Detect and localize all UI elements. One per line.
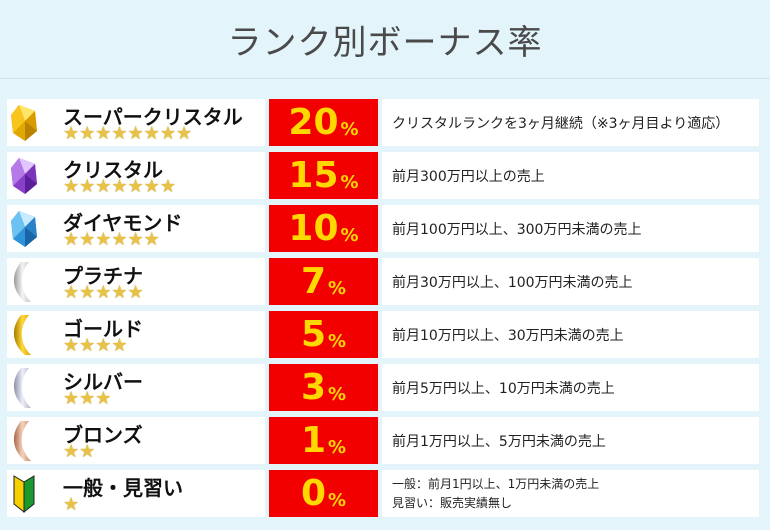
bonus-percent-cell: 0%	[269, 470, 378, 517]
rank-name-cell: 一般・見習い ★	[7, 470, 265, 517]
bronze-ribbon-icon	[13, 421, 31, 461]
percent-unit: %	[328, 384, 347, 405]
rank-row-gold: ゴールド ★★★★ 5% 前月10万円以上、30万円未満の売上	[7, 311, 759, 358]
rank-condition-cell: 前月300万円以上の売上	[382, 152, 759, 199]
rank-condition: 前月10万円以上、30万円未満の売上	[392, 327, 624, 344]
bonus-percent-cell: 3%	[269, 364, 378, 411]
percent-unit: %	[340, 119, 359, 140]
percent-unit: %	[328, 490, 347, 511]
rank-row-diamond: ダイヤモンド ★★★★★★ 10% 前月100万円以上、300万円未満の売上	[7, 205, 759, 252]
rank-condition-cell: 前月30万円以上、100万円未満の売上	[382, 258, 759, 305]
rank-name-cell: プラチナ ★★★★★	[7, 258, 265, 305]
rank-row-super-crystal: スーパークリスタル ★★★★★★★★ 20% クリスタルランクを3ヶ月継続（※3…	[7, 99, 759, 146]
gold-ribbon-icon	[13, 315, 31, 355]
rank-stars: ★★★★★★★	[63, 176, 176, 197]
rank-name-cell: ゴールド ★★★★	[7, 311, 265, 358]
rank-condition-cell: 前月1万円以上、5万円未満の売上	[382, 417, 759, 464]
rank-name-cell: シルバー ★★★	[7, 364, 265, 411]
platinum-ribbon-icon	[13, 262, 31, 302]
rank-name: ダイヤモンド	[63, 211, 183, 235]
rank-condition-cell: 前月100万円以上、300万円未満の売上	[382, 205, 759, 252]
rank-row-general: 一般・見習い ★ 0% 一般：前月1円以上、1万円未満の売上 見習い：販売実績無…	[7, 470, 759, 517]
bonus-percent-cell: 10%	[269, 205, 378, 252]
silver-ribbon-icon	[13, 368, 31, 408]
bonus-percent: 10	[288, 207, 339, 249]
rank-stars: ★★★★★★★★	[63, 123, 193, 144]
rank-stars: ★★★★★★	[63, 229, 160, 250]
rank-condition-line: 見習い：販売実績無し	[392, 495, 513, 510]
percent-unit: %	[328, 278, 347, 299]
bonus-percent: 15	[288, 154, 339, 196]
rank-stars: ★★★★★	[63, 282, 144, 303]
rank-condition-cell: 一般：前月1円以上、1万円未満の売上 見習い：販売実績無し	[382, 470, 759, 517]
rank-stars: ★	[63, 494, 80, 515]
rank-name: プラチナ	[63, 264, 143, 288]
bonus-percent: 20	[288, 101, 339, 143]
bonus-percent-cell: 5%	[269, 311, 378, 358]
diamond-gem-icon	[11, 211, 37, 247]
percent-unit: %	[328, 437, 347, 458]
rank-condition: 前月100万円以上、300万円未満の売上	[392, 221, 642, 238]
beginner-mark-icon	[13, 475, 35, 514]
rank-stars: ★★★	[63, 388, 112, 409]
rank-stars: ★★★★	[63, 335, 128, 356]
rank-name: クリスタル	[63, 158, 163, 182]
rank-condition: 前月30万円以上、100万円未満の売上	[392, 274, 633, 291]
rank-condition: 前月5万円以上、10万円未満の売上	[392, 380, 615, 397]
bonus-percent: 1	[300, 419, 326, 461]
percent-unit: %	[340, 225, 359, 246]
bonus-percent: 5	[300, 313, 326, 355]
percent-unit: %	[340, 172, 359, 193]
rank-name-cell: ダイヤモンド ★★★★★★	[7, 205, 265, 252]
rank-name: ブロンズ	[63, 423, 143, 447]
rank-row-bronze: ブロンズ ★★ 1% 前月1万円以上、5万円未満の売上	[7, 417, 759, 464]
bonus-percent: 7	[300, 260, 326, 302]
bonus-percent-cell: 15%	[269, 152, 378, 199]
rank-row-silver: シルバー ★★★ 3% 前月5万円以上、10万円未満の売上	[7, 364, 759, 411]
bonus-percent-cell: 20%	[269, 99, 378, 146]
rank-condition-line: 一般：前月1円以上、1万円未満の売上	[392, 476, 600, 491]
rank-condition-cell: クリスタルランクを3ヶ月継続（※3ヶ月目より適応）	[382, 99, 759, 146]
rank-condition: クリスタルランクを3ヶ月継続（※3ヶ月目より適応）	[392, 115, 730, 132]
rank-table: スーパークリスタル ★★★★★★★★ 20% クリスタルランクを3ヶ月継続（※3…	[7, 99, 759, 523]
bonus-percent: 3	[300, 366, 326, 408]
super-crystal-gem-icon	[11, 105, 37, 141]
rank-condition: 前月300万円以上の売上	[392, 168, 545, 185]
bonus-percent-cell: 7%	[269, 258, 378, 305]
rank-name: ゴールド	[63, 317, 143, 341]
rank-condition: 前月1万円以上、5万円未満の売上	[392, 433, 606, 450]
rank-name-cell: ブロンズ ★★	[7, 417, 265, 464]
rank-name-cell: スーパークリスタル ★★★★★★★★	[7, 99, 265, 146]
bonus-percent: 0	[300, 472, 326, 514]
rank-name: シルバー	[63, 370, 143, 394]
rank-name: スーパークリスタル	[63, 105, 243, 129]
rank-name: 一般・見習い	[63, 476, 183, 500]
rank-condition-cell: 前月10万円以上、30万円未満の売上	[382, 311, 759, 358]
page-title: ランク別ボーナス率	[227, 22, 543, 63]
rank-stars: ★★	[63, 441, 96, 462]
rank-row-crystal: クリスタル ★★★★★★★ 15% 前月300万円以上の売上	[7, 152, 759, 199]
percent-unit: %	[328, 331, 347, 352]
rank-condition-cell: 前月5万円以上、10万円未満の売上	[382, 364, 759, 411]
page-header: ランク別ボーナス率	[0, 0, 770, 79]
bonus-percent-cell: 1%	[269, 417, 378, 464]
crystal-gem-icon	[11, 158, 37, 194]
rank-name-cell: クリスタル ★★★★★★★	[7, 152, 265, 199]
rank-row-platinum: プラチナ ★★★★★ 7% 前月30万円以上、100万円未満の売上	[7, 258, 759, 305]
